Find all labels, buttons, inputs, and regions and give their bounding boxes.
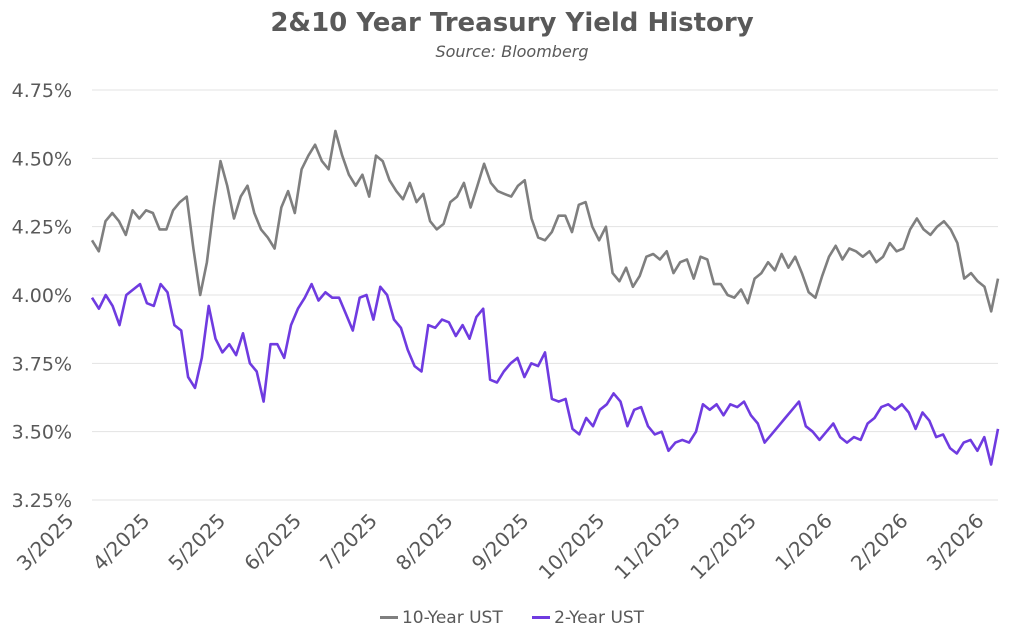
legend-item-2yr[interactable]: 2-Year UST	[532, 608, 644, 628]
y-tick-label: 3.75%	[12, 353, 72, 375]
y-tick-label: 4.25%	[12, 217, 72, 239]
x-tick-label: 10/2025	[534, 509, 610, 585]
x-axis-ticks: 3/2025 4/2025 5/2025 6/2025 7/2025 8/2025 9/20…	[12, 509, 989, 585]
series-line-10yr	[90, 129, 1000, 313]
legend-swatch-10yr	[379, 616, 398, 619]
y-tick-label: 4.00%	[12, 285, 72, 307]
x-tick-label: 1/2026	[770, 509, 837, 576]
y-tick-label: 3.50%	[12, 422, 72, 444]
x-tick-label: 5/2025	[163, 509, 230, 576]
x-tick-label: 6/2025	[239, 509, 306, 576]
y-tick-label: 3.25%	[12, 490, 72, 512]
legend-label-2yr: 2-Year UST	[554, 607, 645, 628]
x-tick-label: 3/2026	[922, 509, 989, 576]
legend-item-10yr[interactable]: 10-Year UST	[379, 607, 503, 628]
y-axis-ticks: 3.25% 3.50% 3.75% 4.00% 4.25% 4.50% 4.75%	[12, 80, 72, 512]
grid-lines	[92, 89, 998, 501]
legend-swatch-2yr	[532, 616, 551, 619]
series-lines	[90, 129, 1000, 466]
x-tick-label: 8/2025	[391, 509, 458, 576]
x-tick-label: 12/2025	[685, 509, 761, 585]
y-tick-label: 4.50%	[12, 148, 72, 170]
x-tick-label: 3/2025	[12, 509, 79, 576]
chart-subtitle: Source: Bloomberg	[435, 42, 589, 61]
x-tick-label: 4/2025	[88, 509, 155, 576]
x-tick-label: 11/2025	[609, 509, 685, 585]
legend-label-10yr: 10-Year UST	[401, 607, 503, 628]
x-tick-label: 7/2025	[315, 509, 382, 576]
x-tick-label: 9/2025	[467, 509, 534, 576]
series-line-2yr	[90, 282, 1000, 466]
x-tick-label: 2/2026	[846, 509, 913, 576]
chart-title: 2&10 Year Treasury Yield History	[270, 8, 754, 38]
y-tick-label: 4.75%	[12, 80, 72, 102]
legend: 10-Year UST 2-Year UST	[0, 604, 1024, 628]
